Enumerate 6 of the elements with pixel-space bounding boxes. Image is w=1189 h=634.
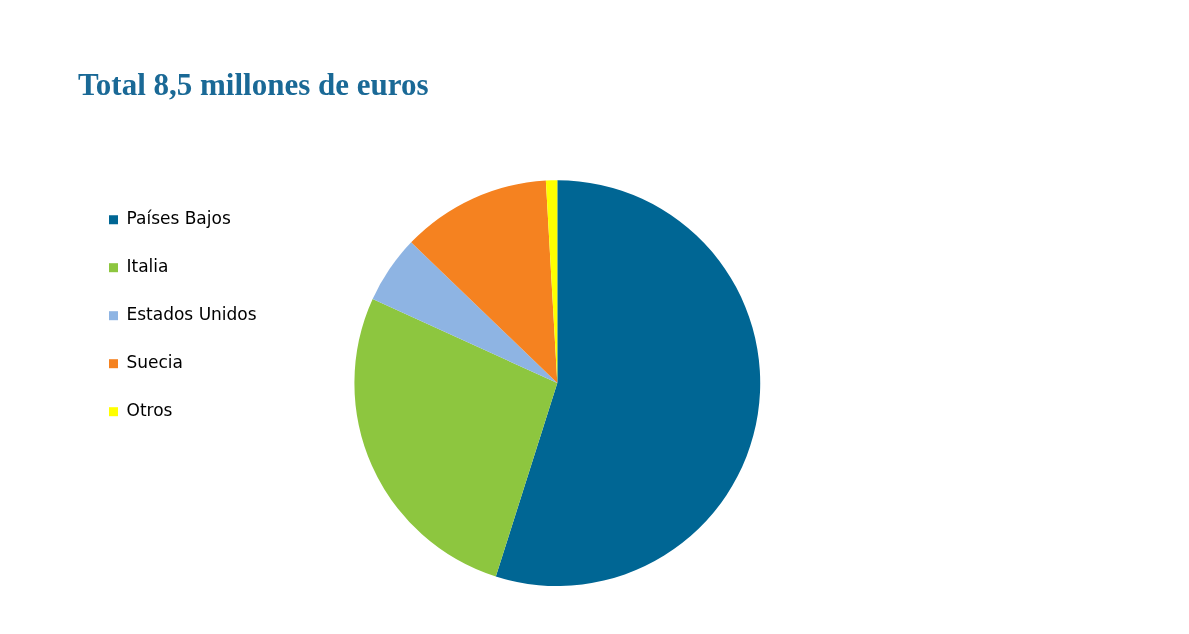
chart-title: Total 8,5 millones de euros bbox=[78, 66, 429, 102]
legend-label: Estados Unidos bbox=[126, 304, 257, 325]
legend-label: Otros bbox=[126, 400, 173, 421]
legend-label: Países Bajos bbox=[126, 208, 231, 229]
legend-label: Italia bbox=[126, 256, 169, 277]
legend-label: Suecia bbox=[126, 352, 184, 373]
